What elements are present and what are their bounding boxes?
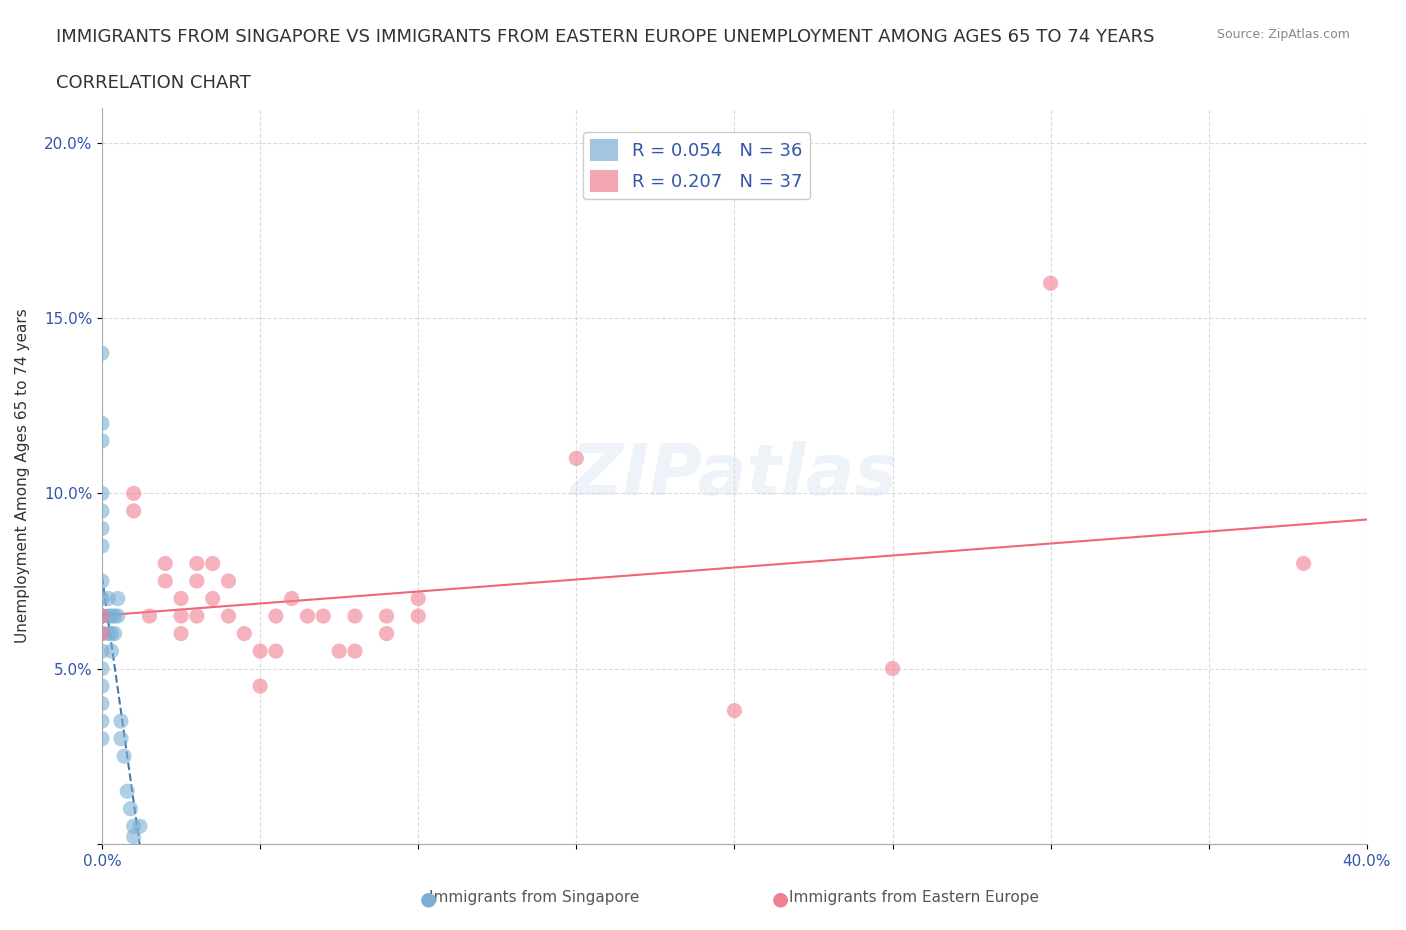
Point <box>100 626 122 641</box>
Point <box>91 538 114 553</box>
Point <box>91 486 114 501</box>
Point <box>129 818 152 833</box>
Point <box>91 626 114 641</box>
Point <box>91 608 114 623</box>
Point <box>186 574 208 589</box>
Point <box>264 644 287 658</box>
Point <box>406 608 429 623</box>
Point <box>110 713 132 728</box>
Point <box>297 608 319 623</box>
Point <box>170 626 193 641</box>
Point <box>264 608 287 623</box>
Point <box>91 661 114 676</box>
Point <box>565 451 588 466</box>
Text: Source: ZipAtlas.com: Source: ZipAtlas.com <box>1216 28 1350 41</box>
Point <box>91 346 114 361</box>
Y-axis label: Unemployment Among Ages 65 to 74 years: Unemployment Among Ages 65 to 74 years <box>15 309 30 644</box>
Point <box>91 697 114 711</box>
Point <box>91 521 114 536</box>
Point <box>186 608 208 623</box>
Point <box>343 608 366 623</box>
Point <box>104 608 127 623</box>
Point <box>406 591 429 606</box>
Point <box>343 644 366 658</box>
Point <box>97 591 120 606</box>
Point <box>112 749 135 764</box>
Point <box>91 679 114 694</box>
Point <box>1292 556 1315 571</box>
Point <box>249 679 271 694</box>
Point <box>122 486 145 501</box>
Point <box>201 591 224 606</box>
Point <box>120 802 142 817</box>
Text: ●: ● <box>772 890 789 909</box>
Point <box>723 703 745 718</box>
Point <box>91 731 114 746</box>
Text: Immigrants from Singapore: Immigrants from Singapore <box>429 890 640 905</box>
Point <box>217 574 239 589</box>
Point <box>375 608 398 623</box>
Point <box>155 574 177 589</box>
Point <box>375 626 398 641</box>
Point <box>91 433 114 448</box>
Point <box>122 818 145 833</box>
Point <box>91 644 114 658</box>
Point <box>91 591 114 606</box>
Point <box>155 556 177 571</box>
Point <box>91 416 114 431</box>
Point <box>107 608 129 623</box>
Point <box>107 591 129 606</box>
Point <box>91 574 114 589</box>
Text: ●: ● <box>420 890 437 909</box>
Point <box>91 503 114 518</box>
Point <box>91 608 114 623</box>
Point <box>217 608 239 623</box>
Point <box>280 591 302 606</box>
Point <box>117 784 139 799</box>
Point <box>312 608 335 623</box>
Point <box>249 644 271 658</box>
Point <box>91 626 114 641</box>
Point <box>100 608 122 623</box>
Point <box>110 731 132 746</box>
Point <box>91 713 114 728</box>
Point <box>91 608 114 623</box>
Point <box>138 608 160 623</box>
Point <box>170 608 193 623</box>
Point <box>1039 276 1062 291</box>
Point <box>201 556 224 571</box>
Text: Immigrants from Eastern Europe: Immigrants from Eastern Europe <box>789 890 1039 905</box>
Point <box>186 556 208 571</box>
Point <box>104 626 127 641</box>
Point <box>170 591 193 606</box>
Text: CORRELATION CHART: CORRELATION CHART <box>56 74 252 92</box>
Point <box>882 661 904 676</box>
Point <box>97 608 120 623</box>
Text: ZIPatlas: ZIPatlas <box>571 442 898 511</box>
Legend: R = 0.054   N = 36, R = 0.207   N = 37: R = 0.054 N = 36, R = 0.207 N = 37 <box>583 132 810 199</box>
Point <box>233 626 256 641</box>
Point <box>100 644 122 658</box>
Point <box>97 626 120 641</box>
Point <box>328 644 350 658</box>
Point <box>122 503 145 518</box>
Text: IMMIGRANTS FROM SINGAPORE VS IMMIGRANTS FROM EASTERN EUROPE UNEMPLOYMENT AMONG A: IMMIGRANTS FROM SINGAPORE VS IMMIGRANTS … <box>56 28 1154 46</box>
Point <box>122 830 145 844</box>
